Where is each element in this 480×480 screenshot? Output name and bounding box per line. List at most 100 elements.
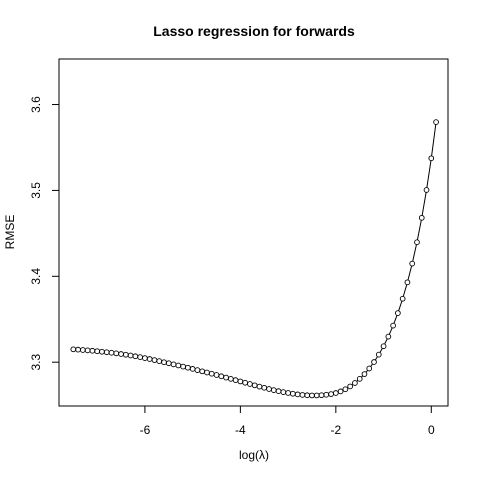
data-point <box>299 392 306 398</box>
data-point <box>280 389 287 395</box>
series-segment <box>426 160 432 188</box>
data-point <box>70 346 77 353</box>
data-point <box>247 381 253 387</box>
data-point <box>137 354 143 360</box>
y-axis-label: RMSE <box>3 215 17 250</box>
series-segment <box>374 356 378 361</box>
data-point <box>414 239 420 246</box>
series-segment <box>379 348 383 353</box>
data-point <box>99 348 105 355</box>
data-point <box>361 371 368 377</box>
data-point <box>218 373 225 380</box>
data-point <box>242 379 248 386</box>
series-segment <box>393 315 398 324</box>
data-point <box>103 349 110 356</box>
data-point <box>232 377 239 383</box>
x-tick-label: -4 <box>235 423 246 437</box>
x-tick-label: -2 <box>330 423 341 437</box>
data-point <box>423 187 430 193</box>
data-point <box>285 390 291 396</box>
data-point <box>237 378 244 385</box>
series-segment <box>416 220 422 240</box>
data-point <box>170 361 177 368</box>
data-point <box>352 380 358 386</box>
y-tick-label: 3.5 <box>29 182 43 199</box>
series-segment <box>421 192 427 216</box>
data-point <box>227 376 234 382</box>
plot-area-frame <box>58 58 449 407</box>
x-axis: -6 -4 -2 0 <box>140 405 435 437</box>
y-tick-label: 3.3 <box>29 354 43 371</box>
data-point <box>122 351 129 358</box>
data-point <box>113 350 120 357</box>
series-segment <box>431 124 437 156</box>
data-point <box>161 359 167 366</box>
data-point <box>318 392 325 399</box>
data-point <box>294 391 301 398</box>
series-segment <box>412 244 417 262</box>
x-tick-label: 0 <box>428 423 435 437</box>
data-point <box>213 372 220 378</box>
y-tick-label: 3.6 <box>29 96 43 113</box>
data-point <box>390 322 396 329</box>
data-point <box>409 260 416 267</box>
data-point <box>375 351 382 358</box>
data-point <box>323 391 330 398</box>
series-segment <box>398 300 403 311</box>
data-point <box>165 360 172 367</box>
data-point <box>208 370 215 377</box>
data-point <box>337 388 344 395</box>
data-point <box>356 376 363 382</box>
data-point <box>127 352 134 359</box>
data-point <box>94 348 101 355</box>
data-point <box>132 353 139 360</box>
series-layer <box>70 119 439 399</box>
data-point <box>404 279 411 286</box>
data-point <box>433 119 439 125</box>
x-axis-label: log(λ) <box>239 448 269 462</box>
data-point <box>84 347 91 354</box>
data-point <box>428 155 435 162</box>
data-point <box>266 386 272 392</box>
data-point <box>328 391 334 397</box>
data-point <box>204 369 210 376</box>
data-point <box>399 295 406 302</box>
series-segment <box>402 284 408 297</box>
data-point <box>80 347 86 353</box>
data-point <box>261 384 268 391</box>
data-point <box>118 351 124 357</box>
data-point <box>108 349 115 356</box>
series-segment <box>370 363 373 367</box>
data-point <box>180 363 186 370</box>
data-point <box>366 365 373 372</box>
data-point <box>275 388 282 394</box>
data-point <box>189 366 196 372</box>
data-point <box>142 355 148 361</box>
data-point <box>199 368 206 375</box>
data-point <box>185 364 191 371</box>
chart-title: Lasso regression for forwards <box>153 23 355 39</box>
data-point <box>380 343 387 350</box>
data-point <box>347 383 354 390</box>
data-point <box>223 374 229 381</box>
data-point <box>89 347 96 354</box>
x-tick-label: -6 <box>140 423 151 437</box>
series-segment <box>384 338 388 345</box>
data-point <box>270 387 277 393</box>
data-point <box>313 392 320 399</box>
data-point <box>332 390 339 396</box>
data-point <box>290 390 296 397</box>
series-segment <box>407 265 413 281</box>
data-point <box>342 386 349 393</box>
data-point <box>194 367 201 373</box>
data-point <box>385 333 392 340</box>
data-point <box>251 382 258 389</box>
data-point <box>304 392 311 399</box>
data-point <box>156 358 163 364</box>
series-segment <box>388 327 393 335</box>
data-point <box>309 392 315 399</box>
data-point <box>395 310 401 316</box>
y-tick-label: 3.4 <box>29 268 43 285</box>
y-axis: 3.3 3.4 3.5 3.6 <box>29 96 60 371</box>
data-point <box>75 346 81 353</box>
